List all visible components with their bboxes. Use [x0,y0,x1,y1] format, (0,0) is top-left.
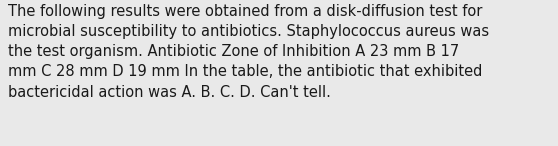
Text: The following results were obtained from a disk-diffusion test for
microbial sus: The following results were obtained from… [8,4,489,100]
